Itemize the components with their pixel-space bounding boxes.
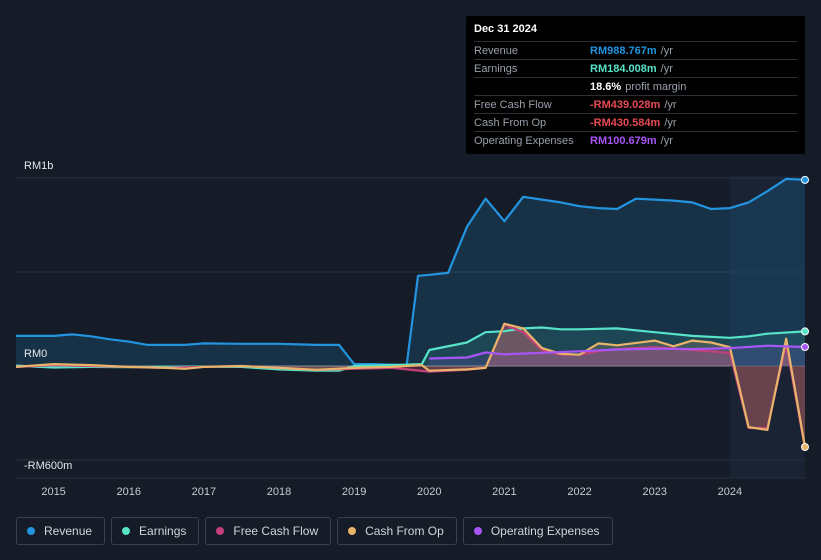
- x-tick-label: 2022: [567, 486, 591, 498]
- legend-operating-expenses[interactable]: Operating Expenses: [462, 517, 613, 545]
- legend-label: Cash From Op: [365, 524, 444, 538]
- x-tick-label: 2016: [116, 486, 140, 498]
- tooltip-unit: profit margin: [625, 80, 687, 93]
- x-tick-label: 2020: [417, 486, 441, 498]
- legend-revenue[interactable]: Revenue: [16, 517, 106, 545]
- x-tick-label: 2023: [642, 486, 666, 498]
- tooltip-unit: /yr: [660, 62, 673, 75]
- tooltip-panel: Dec 31 2024 Revenue RM988.767m /yr Earni…: [466, 16, 805, 154]
- cash-from-op-area: [16, 323, 805, 447]
- revenue-line: [16, 177, 806, 367]
- series-end-dots: [801, 175, 809, 451]
- tooltip-unit: /yr: [664, 98, 677, 111]
- legend-cash-from-op[interactable]: Cash From Op: [337, 517, 457, 545]
- tooltip-value: -RM430.584m: [590, 116, 661, 129]
- operating-expenses-line: [429, 344, 806, 360]
- x-tick-label: 2017: [192, 486, 216, 498]
- series-areas: [16, 178, 805, 449]
- tooltip-row-free-cash-flow: Free Cash Flow -RM439.028m /yr: [474, 95, 797, 113]
- cash-from-op-end-dot: [801, 443, 809, 451]
- tooltip-label: Revenue: [474, 44, 519, 57]
- series-lines: [15, 177, 807, 449]
- y-label-zero: RM0: [24, 348, 48, 360]
- x-tick-label: 2019: [342, 486, 366, 498]
- revenue-dot-icon: [27, 527, 35, 535]
- tooltip-value: RM988.767m: [590, 44, 657, 57]
- tooltip-value: RM184.008m: [590, 62, 657, 75]
- legend-label: Revenue: [44, 524, 93, 538]
- tooltip-label: Cash From Op: [474, 116, 547, 129]
- earnings-dot-icon: [122, 527, 131, 535]
- tooltip-row-revenue: Revenue RM988.767m /yr: [474, 41, 797, 59]
- operating-expenses-end-dot: [801, 343, 809, 351]
- free-cash-flow-dot-icon: [216, 527, 225, 535]
- x-tick-label: 2018: [267, 486, 291, 498]
- tooltip-row-cash-from-op: Cash From Op -RM430.584m /yr: [474, 113, 797, 131]
- y-label-top: RM1b: [24, 160, 54, 172]
- chart-legend: Revenue Earnings Free Cash Flow Cash Fro…: [16, 517, 613, 545]
- legend-label: Operating Expenses: [490, 524, 600, 538]
- tooltip-value: 18.6%: [590, 80, 622, 93]
- legend-label: Earnings: [139, 524, 187, 538]
- cash-from-op-line: [15, 322, 807, 448]
- tooltip-label: Operating Expenses: [474, 134, 574, 147]
- x-axis-ticks: 2015 2016 2017 2018 2019 2020 2021 2022 2023 2024: [41, 486, 742, 498]
- earnings-area: [16, 327, 805, 371]
- legend-free-cash-flow[interactable]: Free Cash Flow: [205, 517, 332, 545]
- tooltip-row-operating-expenses: Operating Expenses RM100.679m /yr: [474, 131, 797, 149]
- revenue-end-dot: [801, 175, 809, 184]
- revenue-area: [16, 178, 805, 366]
- cash-from-op-dot-icon: [348, 527, 357, 535]
- tooltip-unit: /yr: [660, 134, 673, 147]
- y-label-bottom: -RM600m: [24, 460, 73, 472]
- x-tick-label: 2024: [718, 486, 742, 498]
- tooltip-date: Dec 31 2024: [474, 23, 537, 35]
- x-tick-label: 2021: [492, 486, 516, 498]
- tooltip-row-profit-margin: 18.6% profit margin: [474, 77, 797, 95]
- tooltip-row-earnings: Earnings RM184.008m /yr: [474, 59, 797, 77]
- x-tick-label: 2015: [41, 486, 65, 498]
- legend-earnings[interactable]: Earnings: [111, 517, 200, 545]
- operating-expenses-dot-icon: [473, 527, 482, 535]
- earnings-end-dot: [801, 327, 809, 336]
- legend-label: Free Cash Flow: [233, 524, 319, 538]
- tooltip-unit: /yr: [660, 44, 673, 57]
- tooltip-value: -RM439.028m: [590, 98, 661, 111]
- tooltip-unit: /yr: [664, 116, 677, 129]
- free-cash-flow-area: [16, 324, 805, 449]
- tooltip-value: RM100.679m: [590, 134, 657, 147]
- tooltip-label: Earnings: [474, 62, 518, 75]
- tooltip-label: Free Cash Flow: [474, 98, 552, 111]
